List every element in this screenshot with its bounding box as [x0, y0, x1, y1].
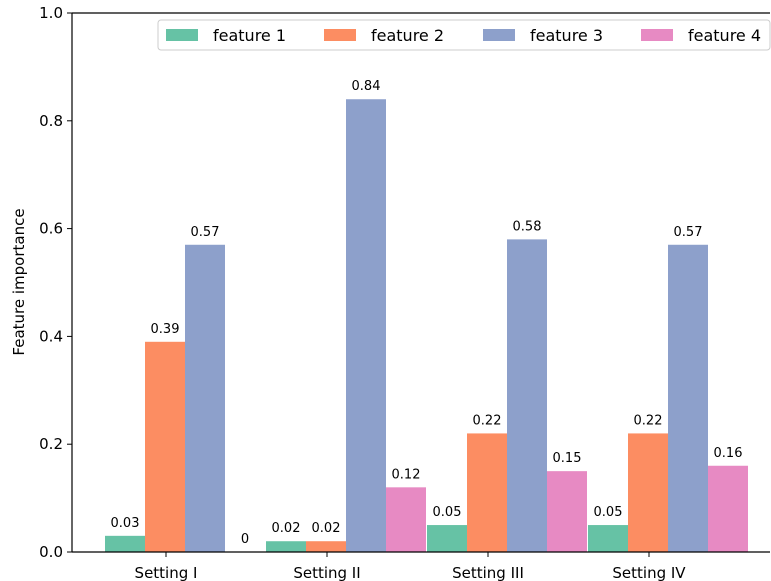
legend-label: feature 1: [213, 26, 286, 45]
bar-value-label: 0.58: [513, 219, 542, 234]
bar-value-label: 0.22: [473, 413, 502, 428]
bar-value-label: 0.16: [714, 446, 743, 461]
bar-value-label: 0.12: [392, 467, 421, 482]
bar-value-label: 0.05: [433, 505, 462, 520]
legend-frame: [157, 19, 771, 51]
legend-label: feature 2: [371, 26, 444, 45]
legend: feature 1 feature 2 feature 3 feature 4: [157, 19, 771, 51]
bar-feature-2-setting-iii: [467, 433, 507, 552]
x-tick-label: Setting I: [135, 564, 198, 581]
y-tick-label: 0.4: [39, 327, 63, 345]
y-tick-label: 0.2: [39, 435, 63, 453]
legend-label: feature 3: [530, 26, 603, 45]
legend-label: feature 4: [688, 26, 761, 45]
legend-swatch: [166, 29, 198, 41]
bar-value-label: 0.84: [352, 79, 381, 94]
bar-value-label: 0.22: [634, 413, 663, 428]
bar-value-label: 0.15: [553, 451, 582, 466]
axes-layer: 0.0 0.2 0.4 0.6 0.8 1.0 Setting I Setting II Set…: [39, 4, 770, 581]
bar-value-label: 0: [241, 532, 249, 547]
bar-value-label: 0.57: [674, 225, 703, 240]
bar-feature-2-setting-iv: [628, 433, 668, 552]
y-tick-label: 0.8: [39, 112, 63, 130]
y-axis-label: Feature importance: [10, 208, 28, 355]
bar-value-label: 0.02: [312, 521, 341, 536]
y-tick-label: 0.0: [39, 543, 63, 561]
bar-feature-3-setting-i: [185, 244, 225, 552]
x-tick-label: Setting II: [293, 564, 360, 581]
bar-feature-2-setting-ii: [306, 541, 346, 552]
bar-value-label: 0.39: [151, 322, 180, 337]
bar-value-label: 0.02: [272, 521, 301, 536]
bars-layer: [105, 99, 748, 553]
legend-swatch: [641, 29, 673, 41]
bar-value-label: 0.05: [594, 505, 623, 520]
bar-feature-4-setting-ii: [386, 487, 426, 552]
legend-swatch: [324, 29, 356, 41]
bar-value-label: 0.57: [191, 225, 220, 240]
bar-feature-3-setting-iii: [507, 239, 547, 552]
bar-feature-1-setting-i: [105, 535, 145, 552]
x-tick-label: Setting IV: [612, 564, 686, 581]
bar-value-label: 0.03: [111, 516, 140, 531]
legend-swatch: [483, 29, 515, 41]
bar-feature-4-setting-iii: [547, 471, 587, 552]
bar-feature-2-setting-i: [145, 341, 185, 552]
bar-feature-3-setting-iv: [668, 244, 708, 552]
bar-feature-1-setting-iv: [588, 525, 628, 552]
bar-labels-layer: 0.03 0.02 0.05 0.05 0.39 0.02 0.22 0.22 0.57 0.84…: [111, 79, 743, 547]
x-tick-label: Setting III: [452, 564, 524, 581]
bar-feature-1-setting-iii: [427, 525, 467, 552]
bar-feature-1-setting-ii: [266, 541, 306, 552]
y-tick-label: 1.0: [39, 4, 63, 22]
bar-feature-3-setting-ii: [346, 99, 386, 553]
bar-feature-4-setting-iv: [708, 465, 748, 552]
y-tick-label: 0.6: [39, 220, 63, 238]
